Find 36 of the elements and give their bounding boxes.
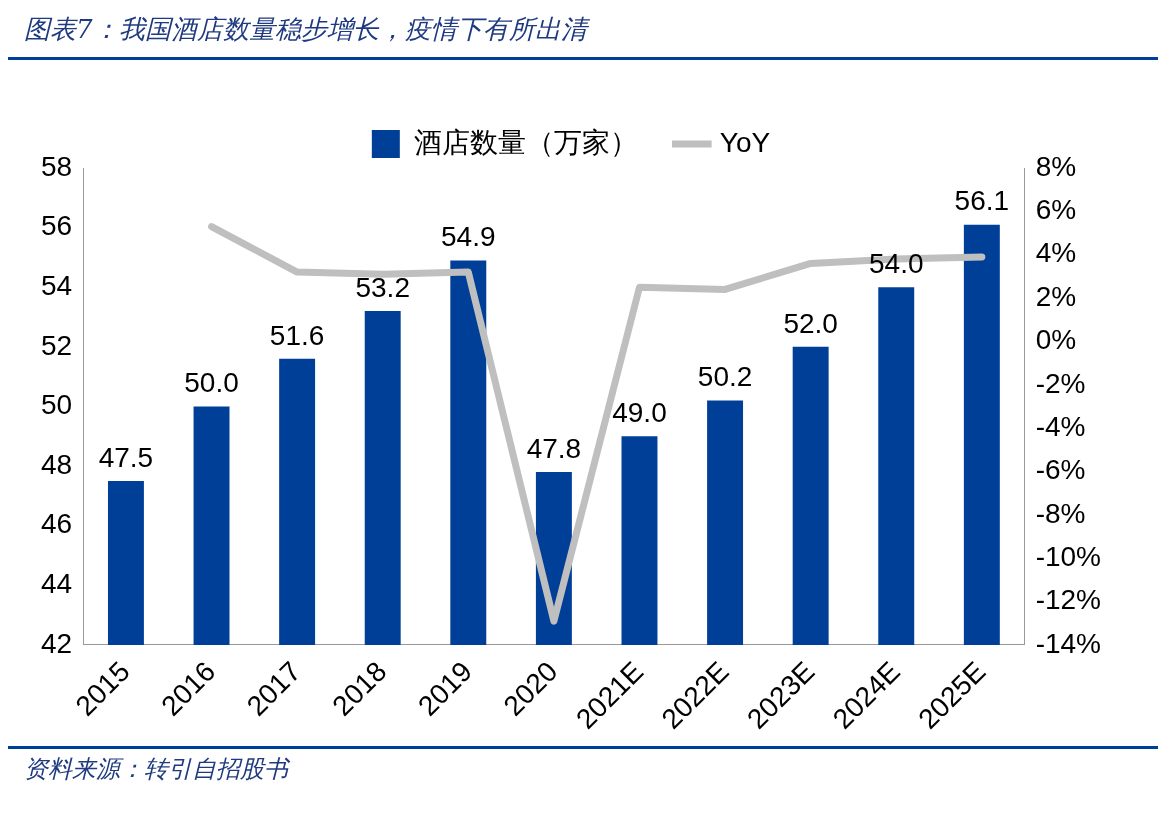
y-tick-label: 44 [40, 568, 73, 600]
y2-tick-label: 4% [1035, 237, 1077, 269]
data-label: 50.2 [697, 361, 753, 393]
y2-tick-label: -2% [1035, 367, 1086, 399]
y2-tick-label: -10% [1035, 540, 1102, 572]
y-tick-label: 50 [40, 389, 73, 421]
data-label: 53.2 [355, 271, 410, 303]
data-label: 47.5 [98, 441, 154, 473]
y2-tick-label: 8% [1035, 150, 1077, 182]
data-label: 47.8 [526, 432, 582, 464]
y-tick-label: 42 [40, 627, 73, 659]
y-tick-label: 58 [40, 150, 73, 182]
y2-tick-label: -12% [1035, 584, 1102, 616]
legend-label: YoY [719, 126, 771, 158]
data-label: 52.0 [783, 307, 838, 339]
data-label: 56.1 [954, 185, 1010, 217]
y-tick-label: 48 [40, 448, 73, 480]
y2-tick-label: -14% [1035, 627, 1102, 659]
data-label: 51.6 [269, 319, 325, 351]
text: 资料来源：转引自招股书 [23, 754, 291, 785]
y2-tick-label: 0% [1035, 324, 1077, 356]
data-label: 54.0 [869, 247, 924, 279]
y-tick-label: 54 [40, 269, 73, 301]
y-tick-label: 52 [40, 329, 73, 361]
y2-tick-label: -6% [1035, 454, 1086, 486]
y-tick-label: 46 [40, 508, 73, 540]
y-tick-label: 56 [40, 210, 73, 242]
y2-tick-label: 2% [1035, 280, 1077, 312]
data-label: 49.0 [612, 397, 667, 429]
data-label: 54.9 [441, 221, 496, 253]
data-label: 50.0 [184, 367, 239, 399]
y2-tick-label: 6% [1035, 194, 1077, 226]
chart-title: 图表7：我国酒店数量稳步增长，疫情下有所出清 [23, 13, 591, 46]
legend-label: 酒店数量（万家） [413, 126, 638, 158]
y2-tick-label: -4% [1035, 410, 1086, 442]
y2-tick-label: -8% [1035, 497, 1086, 529]
